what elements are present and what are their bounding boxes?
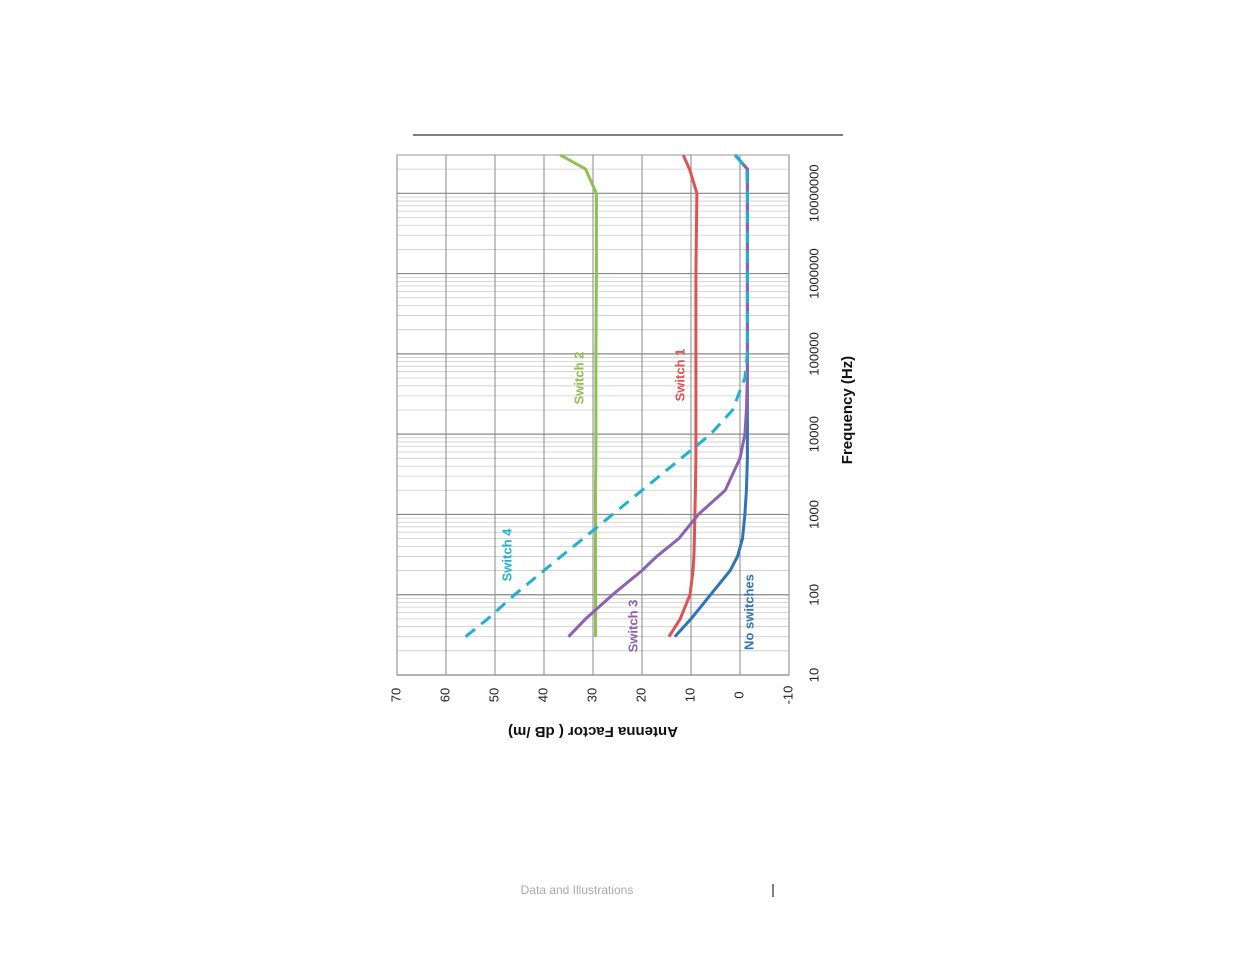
- y-tick-label: 0: [731, 691, 746, 698]
- series-label: No switches: [741, 574, 756, 650]
- series-line: [567, 154, 749, 638]
- series-label: Switch 3: [625, 600, 640, 653]
- series-line: [559, 153, 598, 637]
- x-tick-label: 100: [806, 584, 821, 606]
- x-axis-title: Frequency (Hz): [839, 356, 856, 464]
- x-tick-label: 10000000: [806, 164, 821, 222]
- y-tick-label: 70: [388, 688, 403, 702]
- x-tick-label: 1000000: [806, 248, 821, 299]
- x-tick-label: 1000: [806, 500, 821, 529]
- series-label: Switch 1: [672, 349, 687, 402]
- y-tick-label: 20: [633, 688, 648, 702]
- y-tick-label: 60: [437, 688, 452, 702]
- y-tick-label: -10: [780, 686, 795, 705]
- footer: Data and Illustrations: [521, 883, 634, 897]
- y-tick-label: 10: [682, 688, 697, 702]
- series-line: [667, 154, 699, 638]
- y-tick-label: 40: [535, 688, 550, 702]
- series-label: Switch 2: [571, 352, 586, 405]
- y-tick-label: 50: [486, 688, 501, 702]
- series-label: Switch 4: [499, 528, 514, 582]
- x-tick-label: 10: [806, 668, 821, 682]
- series-line: [464, 154, 749, 638]
- x-tick-label: 100000: [806, 332, 821, 375]
- x-tick-label: 10000: [806, 416, 821, 452]
- y-tick-label: 30: [584, 688, 599, 702]
- y-axis-title: Antenna Factor ( dB /m): [508, 723, 678, 740]
